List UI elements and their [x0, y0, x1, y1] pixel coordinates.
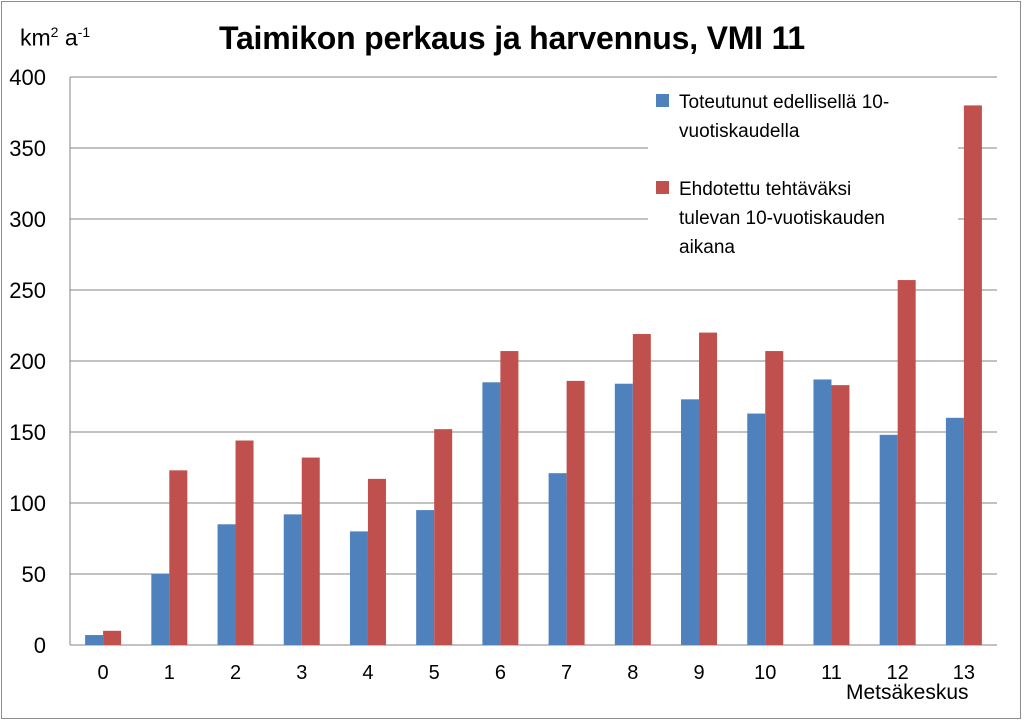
legend-line: aikana — [679, 237, 735, 258]
bar-series-1-cat-0 — [85, 635, 104, 645]
bar-series-2-cat-5 — [434, 429, 453, 645]
bar-series-1-cat-11 — [813, 379, 832, 645]
y-tick-label: 100 — [9, 491, 46, 516]
x-tick-labels: 0 1 2 3 4 5 6 7 8 9 10 11 12 13 — [98, 662, 975, 684]
y-axis-unit: km2 a-1 — [20, 24, 90, 52]
x-tick-label: 0 — [98, 662, 109, 684]
bar-series-2-cat-4 — [367, 478, 386, 645]
x-tick-label: 11 — [821, 662, 842, 684]
bar-series-1-cat-1 — [151, 574, 170, 645]
legend-label-series-2: Ehdotettu tehtäväksi tulevan 10-vuotiska… — [679, 175, 949, 262]
x-tick-label: 13 — [953, 662, 975, 684]
bar-series-2-cat-2 — [235, 440, 254, 645]
bar-series-1-cat-5 — [416, 510, 435, 645]
bar-series-2-cat-9 — [699, 332, 718, 645]
y-unit-base: km — [20, 24, 51, 51]
bar-series-2-cat-7 — [566, 380, 585, 645]
bar-series-2-cat-3 — [301, 457, 320, 645]
bar-series-2-cat-12 — [897, 280, 916, 645]
legend-line: tulevan 10-vuotiskauden — [679, 208, 885, 229]
legend-line: Ehdotettu tehtäväksi — [679, 179, 852, 200]
x-tick-label: 2 — [230, 662, 241, 684]
bar-series-1-cat-4 — [349, 531, 368, 645]
bar-series-2-cat-0 — [103, 630, 122, 645]
y-tick-label: 350 — [9, 136, 46, 161]
x-tick-label: 9 — [693, 662, 704, 684]
y-tick-label: 0 — [34, 633, 46, 658]
x-tick-label: 1 — [164, 662, 175, 684]
y-tick-label: 300 — [9, 207, 46, 232]
x-tick-label: 5 — [429, 662, 440, 684]
legend-entry-series-2: Ehdotettu tehtäväksi tulevan 10-vuotiska… — [656, 175, 949, 262]
bar-series-2-cat-6 — [500, 351, 519, 645]
bar-series-2-cat-13 — [963, 105, 982, 645]
bar-series-1-cat-3 — [283, 514, 302, 645]
x-tick-label: 7 — [561, 662, 572, 684]
y-tick-label: 400 — [9, 65, 46, 90]
bar-series-2-cat-1 — [169, 470, 188, 645]
bar-series-1-cat-9 — [681, 399, 700, 645]
x-tick-label: 8 — [627, 662, 638, 684]
bar-series-1-cat-7 — [548, 473, 567, 645]
y-unit-sup-2: -1 — [77, 24, 91, 40]
bar-series-2-cat-11 — [831, 385, 850, 645]
y-tick-label: 50 — [22, 562, 46, 587]
legend-label-series-1: Toteutunut edellisellä 10- vuotiskaudell… — [679, 88, 949, 146]
chart-title: Taimikon perkaus ja harvennus, VMI 11 — [218, 20, 805, 56]
x-tick-label: 4 — [362, 662, 373, 684]
x-tick-label: 10 — [754, 662, 776, 684]
bar-series-1-cat-6 — [482, 382, 501, 645]
x-axis-title: Metsäkeskus — [846, 681, 969, 704]
bar-series-1-cat-12 — [879, 434, 898, 645]
legend-line: Toteutunut edellisellä 10- — [679, 92, 890, 113]
bar-series-2-cat-8 — [632, 334, 651, 645]
bar-series-1-cat-2 — [217, 524, 236, 645]
legend-swatch-series-2 — [656, 181, 669, 194]
legend-entry-series-1: Toteutunut edellisellä 10- vuotiskaudell… — [656, 88, 949, 146]
legend-swatch-series-1 — [656, 94, 669, 107]
y-unit-mid: a — [58, 24, 78, 51]
bars — [85, 105, 982, 645]
x-tick-label: 12 — [887, 662, 909, 684]
legend-line: vuotiskaudella — [679, 121, 800, 142]
bar-series-1-cat-13 — [945, 417, 964, 645]
x-tick-label: 3 — [296, 662, 307, 684]
y-tick-label: 250 — [9, 278, 46, 303]
legend: Toteutunut edellisellä 10- vuotiskaudell… — [648, 84, 958, 268]
x-tick-label: 6 — [495, 662, 506, 684]
bar-series-2-cat-10 — [765, 351, 784, 645]
y-tick-label: 150 — [9, 420, 46, 445]
y-tick-labels: 0 50 100 150 200 250 300 350 400 — [9, 65, 46, 658]
y-unit-sup-1: 2 — [50, 24, 59, 40]
bar-series-1-cat-10 — [747, 413, 766, 645]
bar-series-1-cat-8 — [614, 383, 633, 645]
y-tick-label: 200 — [9, 349, 46, 374]
